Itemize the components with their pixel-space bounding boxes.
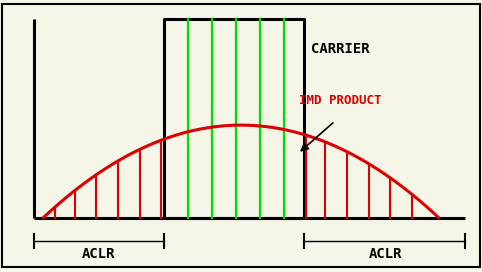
Text: IMD PRODUCT: IMD PRODUCT — [299, 94, 381, 107]
Text: ACLR: ACLR — [369, 247, 402, 261]
Text: CARRIER: CARRIER — [311, 42, 370, 56]
Text: ACLR: ACLR — [82, 247, 116, 261]
FancyBboxPatch shape — [2, 4, 480, 267]
